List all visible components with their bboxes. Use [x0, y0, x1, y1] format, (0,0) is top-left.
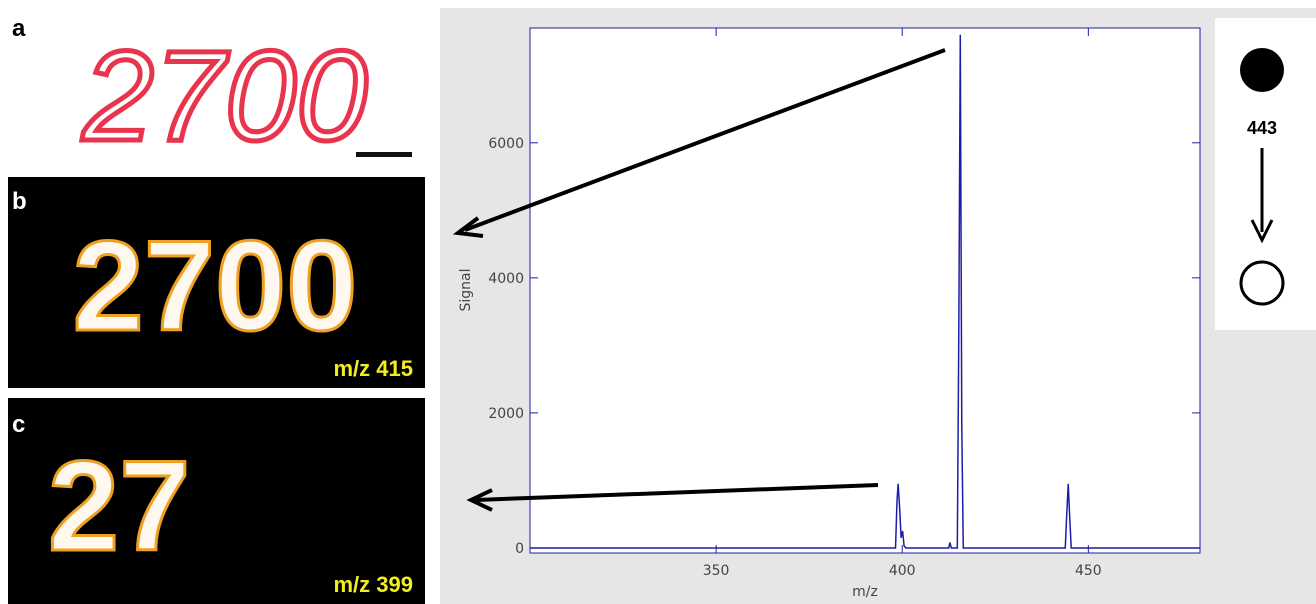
spectrum-line [530, 34, 1200, 549]
ms-image [8, 398, 425, 604]
x-tick-label: 350 [703, 563, 730, 579]
arrow-head [466, 488, 493, 512]
arrow-head [1250, 219, 1274, 244]
filled-circle [1240, 48, 1284, 92]
scheme-label: 443 [1247, 118, 1277, 138]
y-axis-label: Signal [458, 268, 474, 311]
panel-label: c [12, 411, 25, 438]
scale-bar [356, 152, 412, 157]
plot-area [529, 27, 1201, 554]
x-axis-label: m/z [852, 584, 878, 600]
ms-image-text: 2700 [73, 215, 358, 358]
ms-image-text: 27 [48, 435, 190, 578]
panel-label: a [12, 15, 26, 42]
y-tick-label: 0 [515, 541, 524, 557]
y-tick-label: 4000 [488, 271, 524, 287]
caption: m/z 415 [334, 356, 414, 381]
y-tick-label: 2000 [488, 406, 524, 422]
panel-label: b [12, 188, 27, 215]
caption: m/z 399 [334, 572, 414, 597]
arrow [464, 48, 946, 232]
arrows [452, 48, 946, 512]
handwriting: 2700 [82, 25, 368, 168]
y-tick-label: 6000 [488, 136, 524, 152]
arrow-head [452, 216, 484, 238]
open-circle [1239, 260, 1285, 306]
ms-image [8, 177, 425, 388]
x-tick-label: 450 [1075, 563, 1102, 579]
x-tick-label: 400 [889, 563, 916, 579]
arrow [475, 483, 879, 502]
